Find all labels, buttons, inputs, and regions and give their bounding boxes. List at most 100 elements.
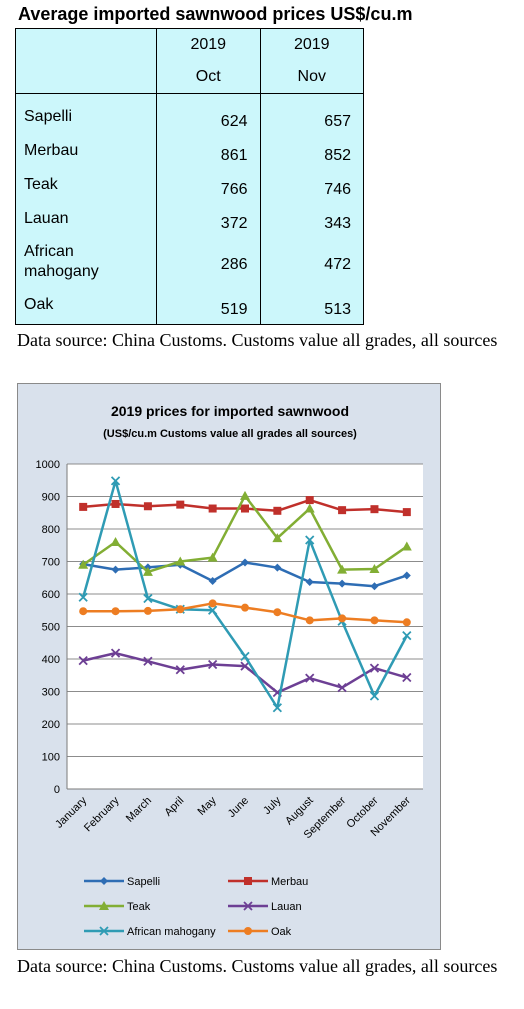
chart-container: 2019 prices for imported sawnwood (US$/c…: [17, 383, 441, 950]
row-name: Teak: [24, 176, 58, 193]
nov-value: 343: [324, 215, 351, 232]
data-point-african-mahogany: [369, 691, 380, 701]
data-point-african-mahogany: [240, 651, 250, 662]
nov-column: 657 852 746 343 472 513: [259, 93, 364, 325]
data-point-african-mahogany: [207, 605, 218, 615]
header-nov: 2019 Nov: [259, 28, 364, 94]
data-point-teak: [272, 533, 283, 543]
nov-value: 657: [324, 113, 351, 130]
y-tick-label: 500: [42, 622, 60, 634]
data-point-oak: [370, 616, 379, 625]
data-point-african-mahogany: [110, 476, 121, 486]
row-name: Lauan: [24, 210, 69, 227]
data-point-teak: [337, 564, 348, 574]
nov-value: 513: [324, 301, 351, 318]
data-point-oak: [208, 599, 217, 608]
legend-label-teak: Teak: [127, 901, 151, 913]
data-point-lauan: [143, 656, 153, 666]
data-point-sapelli: [111, 565, 120, 574]
data-point-oak: [241, 603, 249, 612]
oct-value: 861: [220, 147, 248, 164]
data-point-merbau: [176, 500, 185, 509]
data-point-oak: [143, 606, 152, 615]
y-tick-label: 300: [42, 687, 60, 699]
y-tick-label: 0: [54, 784, 60, 796]
data-point-teak: [175, 556, 186, 566]
source-note-chart: Data source: China Customs. Customs valu…: [17, 956, 498, 976]
legend-label-oak: Oak: [271, 926, 292, 938]
data-point-oak: [338, 614, 347, 623]
data-point-merbau: [208, 504, 217, 513]
data-point-lauan: [337, 682, 347, 693]
oct-column: 624 861 766 372 286 519: [156, 93, 261, 325]
y-tick-label: 600: [42, 589, 60, 601]
data-point-merbau: [305, 496, 314, 505]
line-chart: 2019 prices for imported sawnwood (US$/c…: [36, 403, 423, 938]
data-point-lauan: [305, 673, 315, 683]
x-tick-label: July: [261, 794, 284, 817]
legend-marker-oak: [244, 927, 252, 935]
legend-label-lauan: Lauan: [271, 901, 302, 913]
row-name: Sapelli: [24, 108, 73, 125]
data-point-teak: [110, 537, 121, 546]
nov-value: 746: [324, 181, 351, 198]
row-name: African mahogany: [24, 243, 99, 280]
data-point-oak: [111, 607, 120, 616]
data-point-teak: [207, 552, 218, 562]
legend-label-african-mahogany: African mahogany: [127, 926, 216, 938]
data-point-oak: [176, 605, 185, 614]
data-point-teak: [142, 566, 153, 576]
legend-marker-african-mahogany: [99, 926, 109, 936]
price-table: 2019 Oct 2019 Nov Sapelli Merbau Teak La…: [15, 28, 364, 325]
data-point-lauan: [78, 655, 88, 666]
names-column: Sapelli Merbau Teak Lauan African mahoga…: [15, 93, 157, 325]
data-point-lauan: [240, 661, 250, 671]
data-point-sapelli: [273, 563, 282, 572]
chart-title: 2019 prices for imported sawnwood: [111, 403, 349, 419]
chart-subtitle: (US$/cu.m Customs value all grades all s…: [103, 428, 357, 440]
source-note-table: Data source: China Customs. Customs valu…: [17, 330, 498, 350]
data-point-teak: [240, 490, 250, 500]
data-point-oak: [305, 616, 314, 625]
legend-marker-teak: [99, 901, 109, 910]
data-point-lauan: [207, 659, 218, 670]
data-point-oak: [273, 608, 282, 617]
legend-marker-sapelli: [100, 877, 108, 885]
data-point-teak: [304, 503, 315, 513]
header-nov-year: 2019: [293, 36, 330, 53]
data-point-african-mahogany: [272, 703, 283, 713]
data-point-sapelli: [402, 571, 411, 580]
header-oct-year: 2019: [190, 36, 227, 53]
data-point-merbau: [143, 502, 152, 511]
data-point-merbau: [402, 508, 411, 517]
data-point-sapelli: [370, 582, 379, 591]
data-point-oak: [402, 618, 411, 627]
nov-value: 472: [324, 256, 351, 273]
data-point-merbau: [241, 504, 249, 513]
legend-label-sapelli: Sapelli: [127, 876, 160, 888]
data-point-sapelli: [305, 577, 314, 586]
data-point-merbau: [338, 506, 347, 515]
data-point-sapelli: [241, 558, 249, 567]
x-tick-label: February: [82, 794, 122, 834]
data-point-merbau: [273, 506, 282, 515]
y-tick-label: 700: [42, 557, 60, 569]
row-name: Merbau: [24, 142, 79, 159]
legend-marker-lauan: [243, 901, 253, 911]
data-point-african-mahogany: [78, 592, 88, 602]
oct-value: 766: [220, 181, 248, 198]
table-body-row: Sapelli Merbau Teak Lauan African mahoga…: [15, 93, 364, 325]
x-tick-label: May: [196, 794, 220, 818]
y-tick-label: 800: [42, 524, 60, 536]
data-point-sapelli: [208, 577, 217, 585]
data-point-merbau: [111, 499, 120, 508]
data-point-lauan: [369, 663, 380, 673]
nov-value: 852: [324, 147, 351, 164]
header-empty-cell: [15, 28, 157, 94]
data-point-teak: [78, 559, 89, 569]
data-point-merbau: [79, 502, 88, 511]
legend-label-merbau: Merbau: [271, 876, 308, 888]
oct-value: 286: [220, 256, 248, 273]
data-point-oak: [79, 607, 88, 616]
data-point-teak: [369, 563, 380, 573]
